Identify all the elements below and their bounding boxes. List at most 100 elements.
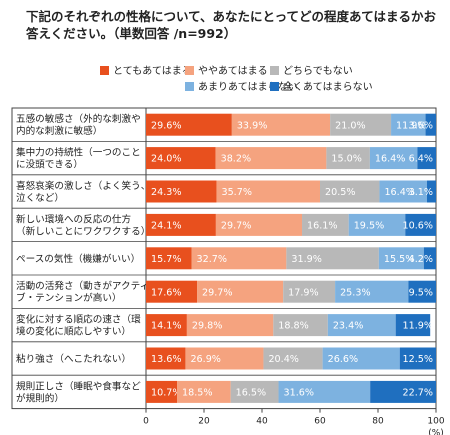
x-tick-label: 80 bbox=[372, 417, 384, 427]
bar-segment bbox=[326, 147, 370, 170]
data-label: 15.7% bbox=[151, 254, 181, 265]
legend-label: どちらでもない bbox=[283, 66, 353, 77]
legend-label: とてもあてはまる bbox=[113, 66, 192, 77]
bar-segment bbox=[335, 280, 409, 303]
data-label: 13.6% bbox=[151, 354, 181, 365]
bar-segment bbox=[215, 213, 303, 236]
bar-segment bbox=[370, 380, 436, 403]
data-label: 6.4% bbox=[409, 154, 433, 165]
data-label: 3.6% bbox=[409, 120, 433, 131]
chart-title: 下記のそれぞれの性格について、あなたにとってどの程度あてはまるかお答えください。… bbox=[26, 9, 437, 41]
bar-segment bbox=[348, 213, 406, 236]
data-label: 15.5% bbox=[384, 254, 414, 265]
bar-segment bbox=[186, 314, 274, 337]
bar-segment bbox=[146, 213, 216, 236]
data-label: 29.7% bbox=[221, 221, 251, 232]
bar-segment bbox=[273, 314, 328, 337]
data-label: 18.8% bbox=[278, 321, 308, 332]
data-label: 11.9% bbox=[403, 321, 433, 332]
data-label: 24.3% bbox=[151, 187, 181, 198]
data-label: 16.1% bbox=[307, 221, 337, 232]
category-label: に没頭できる） bbox=[16, 159, 83, 171]
data-label: 32.7% bbox=[197, 254, 227, 265]
legend-item-1: ややあてはまる bbox=[185, 66, 268, 78]
category-label: 新しい環境への反応の仕方 bbox=[16, 213, 131, 225]
data-label: 12.5% bbox=[403, 354, 433, 365]
data-label: 31.9% bbox=[291, 254, 321, 265]
data-label: 38.2% bbox=[221, 154, 251, 165]
x-tick-label: 40 bbox=[256, 417, 268, 427]
chart-legend: とてもあてはまる ややあてはまる どちらでもないあまりあてはまらない 全くあてはまらな… bbox=[0, 0, 450, 93]
data-label: 25.3% bbox=[340, 287, 370, 298]
x-tick-label: 100 bbox=[427, 417, 444, 427]
data-label: 35.7% bbox=[221, 187, 251, 198]
data-label: 10.7% bbox=[151, 388, 181, 399]
legend-item-3: あまりあてはまらない bbox=[185, 82, 298, 94]
data-label: 26.9% bbox=[190, 354, 220, 365]
data-label: 24.1% bbox=[151, 221, 181, 232]
bar-segment bbox=[322, 347, 400, 370]
bar-segment bbox=[185, 347, 264, 370]
bar-segment bbox=[417, 147, 436, 170]
bar-segment bbox=[146, 314, 187, 337]
bar-segment bbox=[146, 380, 178, 403]
category-label: ペースの気性（機嫌がいい） bbox=[16, 253, 140, 265]
bar-segment bbox=[216, 180, 320, 203]
bar-segment bbox=[286, 247, 379, 270]
legend-item-4: 全くあてはまらない bbox=[270, 82, 373, 94]
x-tick-label: 20 bbox=[198, 417, 210, 427]
legend-swatch bbox=[100, 66, 109, 75]
bar-segment bbox=[146, 113, 232, 136]
bar-segment bbox=[191, 247, 287, 270]
bar-segment bbox=[263, 347, 323, 370]
x-tick-label: 0 bbox=[143, 417, 149, 427]
data-label: 17.9% bbox=[288, 287, 318, 298]
data-label: 10.6% bbox=[403, 221, 433, 232]
category-label: が規則的） bbox=[16, 392, 64, 404]
data-label: 20.4% bbox=[268, 354, 298, 365]
bar-segment bbox=[302, 213, 349, 236]
data-label: 24.0% bbox=[151, 154, 181, 165]
data-label: 9.5% bbox=[409, 287, 433, 298]
bar-segment bbox=[230, 380, 279, 403]
legend-swatch bbox=[185, 82, 194, 91]
data-label: 20.5% bbox=[325, 187, 355, 198]
bar-segment bbox=[405, 213, 436, 236]
data-label: 21.0% bbox=[335, 120, 365, 131]
category-label: 集中力の持続性（一つのこと bbox=[16, 147, 141, 159]
bar-segment bbox=[215, 147, 327, 170]
data-label: 17.6% bbox=[151, 287, 181, 298]
bar-segment bbox=[146, 147, 216, 170]
bar-segment bbox=[146, 347, 186, 370]
legend-item-2: どちらでもない bbox=[270, 66, 353, 78]
bar-segment bbox=[395, 314, 431, 337]
bar-segment bbox=[231, 113, 331, 136]
data-label: 33.9% bbox=[237, 120, 267, 131]
bar-segment bbox=[320, 180, 380, 203]
bar-segment bbox=[146, 247, 192, 270]
data-label: 18.5% bbox=[182, 388, 212, 399]
data-label: 16.4% bbox=[384, 187, 414, 198]
data-label: 31.6% bbox=[284, 388, 314, 399]
category-label: 境の変化に順応しやすい） bbox=[16, 326, 131, 338]
category-label: 内的な刺激に敏感） bbox=[16, 125, 102, 137]
legend-label: ややあてはまる bbox=[198, 66, 268, 77]
bar-segment bbox=[378, 247, 424, 270]
data-label: 29.6% bbox=[151, 120, 181, 131]
data-label: 16.4% bbox=[375, 154, 405, 165]
bar-segment bbox=[146, 280, 198, 303]
x-tick-label: 60 bbox=[314, 417, 326, 427]
bar-segment bbox=[427, 180, 436, 203]
category-label: 泣くなど） bbox=[16, 192, 64, 204]
bar-segment bbox=[399, 347, 436, 370]
bar-segment bbox=[327, 314, 396, 337]
legend-swatch bbox=[270, 82, 279, 91]
bar-segment bbox=[177, 380, 231, 403]
legend-swatch bbox=[270, 66, 279, 75]
category-label: （新しいことにワクワクする） bbox=[16, 225, 150, 237]
legend-label: 全くあてはまらない bbox=[283, 82, 373, 93]
data-label: 16.5% bbox=[236, 388, 266, 399]
data-label: 22.7% bbox=[403, 388, 433, 399]
bar-segment bbox=[379, 180, 428, 203]
